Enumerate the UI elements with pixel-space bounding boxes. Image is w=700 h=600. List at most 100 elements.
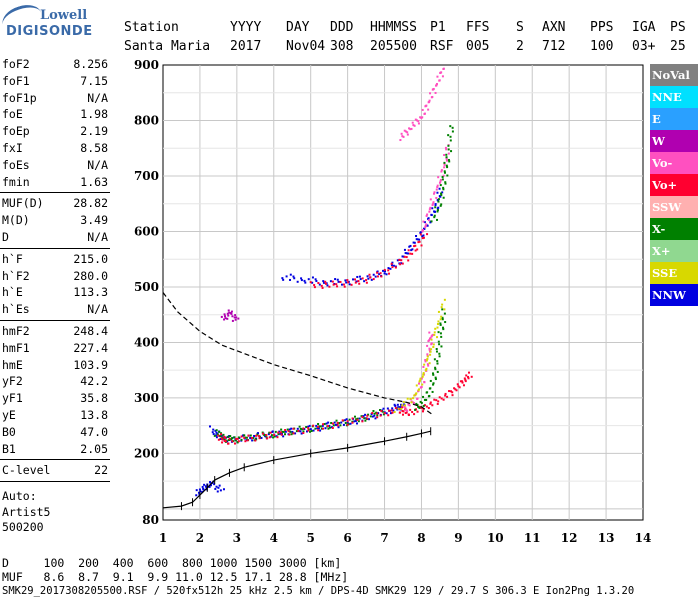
echo-point [339, 280, 342, 283]
echo-point [391, 266, 394, 269]
echo-point [383, 268, 386, 271]
param-value: 8.58 [80, 141, 108, 155]
echo-point [438, 195, 441, 198]
echo-point [307, 278, 310, 281]
echo-point [321, 286, 324, 289]
echo-point [230, 312, 233, 315]
echo-point [432, 383, 435, 386]
y-tick-label: 700 [134, 169, 159, 183]
echo-point [410, 401, 413, 404]
echo-point [443, 171, 446, 174]
echo-point [421, 410, 424, 413]
param-name: yE [2, 408, 16, 422]
echo-point [409, 128, 412, 131]
echo-point [415, 392, 418, 395]
echo-point [427, 217, 430, 220]
echo-point [227, 309, 230, 312]
echo-point [409, 408, 412, 411]
echo-point [311, 276, 314, 279]
echo-point [422, 372, 425, 375]
header-row1-col-9: PPS [590, 20, 614, 35]
echo-point [394, 266, 397, 269]
echo-point [278, 430, 281, 433]
echo-point [344, 422, 347, 425]
echo-point [244, 440, 247, 443]
echo-point [230, 310, 233, 313]
echo-point [441, 308, 444, 311]
echo-point [331, 280, 334, 283]
echo-point [420, 385, 423, 388]
echo-point [414, 408, 417, 411]
echo-point [436, 75, 439, 78]
echo-point [234, 439, 237, 442]
echo-point [434, 366, 437, 369]
echo-point [329, 426, 331, 429]
param-value: 1.98 [80, 107, 108, 122]
echo-point [209, 425, 211, 428]
echo-point [421, 229, 424, 232]
echo-point [422, 220, 425, 223]
param-row: yE 13.8 [2, 408, 108, 424]
echo-point [267, 433, 270, 436]
echo-point [443, 154, 446, 156]
echo-point [433, 214, 436, 217]
echo-point [415, 384, 418, 387]
echo-point [320, 427, 323, 430]
echo-point [367, 418, 370, 421]
echo-point [440, 306, 443, 309]
echo-point [432, 87, 435, 90]
echo-point [446, 395, 449, 398]
param-name: M(D) [2, 213, 30, 228]
echo-point [446, 174, 449, 177]
echo-point [214, 434, 217, 437]
echo-point [324, 282, 327, 285]
echo-point [308, 424, 311, 427]
echo-point [403, 129, 406, 132]
echo-point [439, 323, 442, 326]
echo-point [348, 283, 351, 286]
echo-point [399, 406, 402, 409]
echo-point [437, 310, 440, 313]
echo-point [296, 427, 299, 430]
echo-point [270, 434, 273, 437]
echo-point [439, 322, 442, 325]
echo-point [214, 429, 217, 432]
echo-point [228, 311, 231, 314]
echo-point [389, 267, 392, 270]
param-value: 280.0 [73, 268, 108, 283]
echo-point [424, 224, 427, 227]
param-value: 7.15 [80, 73, 108, 88]
echo-point [300, 432, 303, 435]
echo-point [387, 269, 390, 272]
echo-point [370, 278, 373, 281]
echo-point [444, 392, 447, 395]
echo-point [219, 489, 222, 492]
echo-point [201, 485, 204, 488]
echo-point [380, 410, 383, 413]
echo-point [227, 314, 230, 317]
echo-point [284, 430, 287, 433]
echo-point [440, 71, 443, 74]
echo-point [253, 434, 256, 437]
echo-point [256, 433, 259, 436]
echo-point [426, 213, 429, 216]
echo-point [356, 417, 359, 420]
legend-item: NNE [650, 86, 698, 108]
echo-point [413, 245, 416, 248]
echo-point [376, 416, 379, 419]
x-tick-label: 4 [270, 531, 278, 545]
echo-point [229, 435, 232, 438]
x-tick-label: 2 [196, 531, 204, 545]
echo-point [436, 186, 439, 189]
echo-point [416, 238, 419, 241]
echo-point [415, 238, 418, 241]
echo-point [441, 303, 444, 306]
echo-point [346, 279, 349, 282]
echo-point [314, 278, 317, 281]
echo-point [303, 279, 306, 282]
echo-point [306, 430, 308, 433]
echo-point [411, 248, 414, 251]
echo-point [282, 435, 285, 438]
echo-point [394, 404, 397, 407]
y-tick-label: 400 [134, 335, 159, 349]
